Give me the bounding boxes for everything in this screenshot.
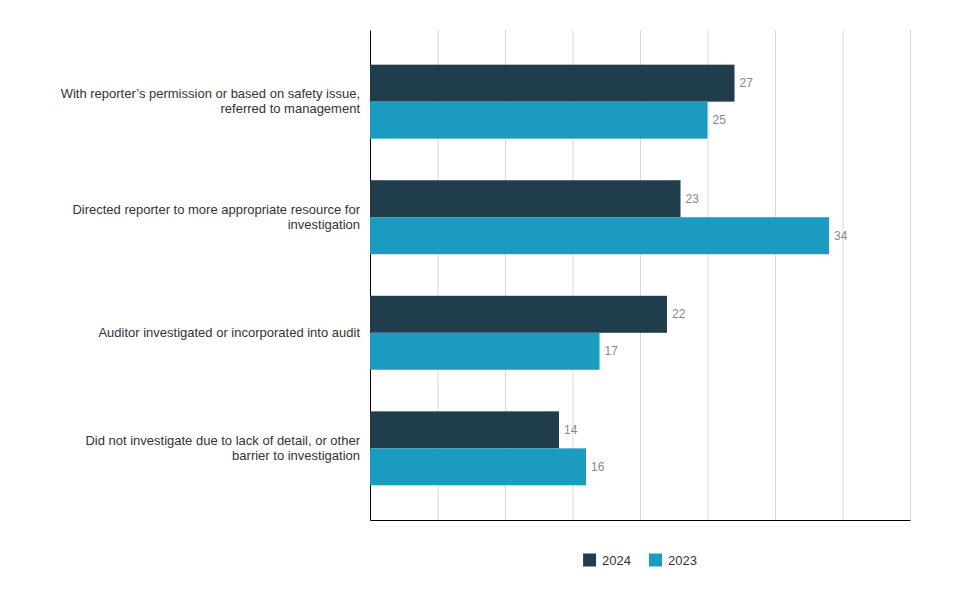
data-label: 17 xyxy=(605,344,619,358)
y-tick: Directed reporter to more appropriate re… xyxy=(72,202,370,232)
data-label: 23 xyxy=(686,192,700,206)
bar xyxy=(370,65,735,102)
bar xyxy=(370,217,829,254)
legend-swatch xyxy=(649,554,662,567)
data-label: 27 xyxy=(740,76,754,90)
legend-swatch xyxy=(583,554,596,567)
y-axis: Did not investigate due to lack of detai… xyxy=(61,31,371,521)
x-tick xyxy=(910,30,911,520)
grid-line xyxy=(843,30,844,520)
legend: 2024 2023 xyxy=(583,553,697,568)
bar xyxy=(370,411,559,448)
bar xyxy=(370,296,667,333)
legend-label: 2023 xyxy=(668,553,697,568)
grid-line xyxy=(708,30,709,520)
bar xyxy=(370,180,681,217)
y-tick: With reporter’s permission or based on s… xyxy=(61,86,370,116)
grid-line xyxy=(775,30,776,520)
chart: Did not investigate due to lack of detai… xyxy=(0,0,960,600)
bar xyxy=(370,102,708,139)
x-tick xyxy=(775,30,776,520)
legend-label: 2024 xyxy=(602,553,631,568)
y-tick-label: Auditor investigated or incorporated int… xyxy=(98,325,360,340)
x-tick xyxy=(708,30,709,520)
data-label: 22 xyxy=(672,307,686,321)
bars xyxy=(370,65,829,486)
data-label: 14 xyxy=(564,423,578,437)
data-label: 16 xyxy=(591,460,605,474)
y-tick-label: Directed reporter to more appropriate re… xyxy=(72,202,360,232)
data-label: 34 xyxy=(834,229,848,243)
plot: Did not investigate due to lack of detai… xyxy=(61,30,911,521)
x-tick xyxy=(843,30,844,520)
y-tick-label: With reporter’s permission or based on s… xyxy=(61,86,361,116)
grid-line xyxy=(910,30,911,520)
x-axis-line xyxy=(371,520,911,521)
y-tick-label: Did not investigate due to lack of detai… xyxy=(85,433,360,463)
y-tick: Did not investigate due to lack of detai… xyxy=(85,433,370,463)
legend-item: 2024 xyxy=(583,553,631,568)
x-axis xyxy=(371,30,911,521)
y-tick: Auditor investigated or incorporated int… xyxy=(98,325,370,340)
bar xyxy=(370,448,586,485)
data-label: 25 xyxy=(713,113,727,127)
legend-item: 2023 xyxy=(649,553,697,568)
bar xyxy=(370,333,600,370)
data-labels: 14 22 23 27 16 17 34 25 xyxy=(564,76,848,474)
